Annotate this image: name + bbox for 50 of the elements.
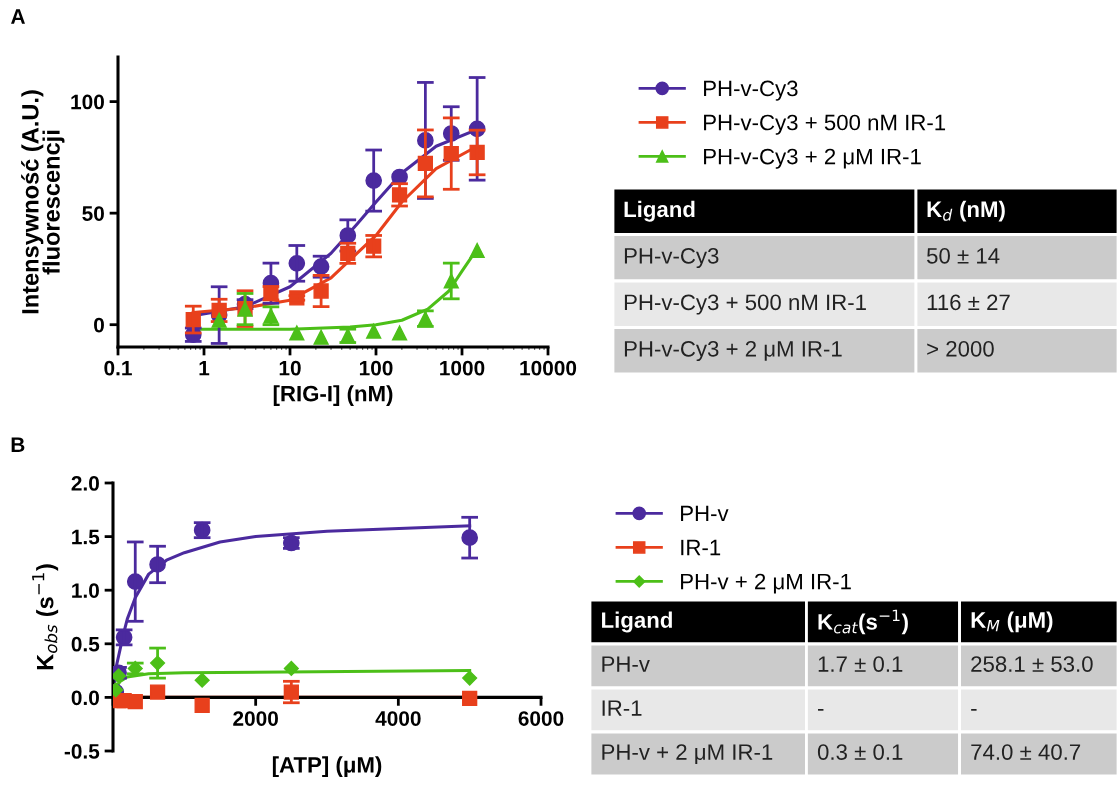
x-axis-title: [ATP] (μM) [272,756,382,778]
text: PH-v-Cy3 [624,247,719,269]
x-tick-label: 100 [359,360,393,376]
text: 1.7 ± 0.1 [818,656,903,672]
x-tick-label: 10 [279,360,301,376]
y-tick-label: 100 [71,94,104,110]
text: PH-v-Cy3 + 2 μM IR-1 [624,340,842,362]
text: PH-v + 2 μM IR-1 [602,744,773,765]
legend-label: IR-1 [681,539,721,556]
category-label: K$_{cat}$(s$^{−1}$) [818,609,908,635]
x-axis-title: [RIG-I] (nM) [273,385,393,406]
y-axis-title: K$_{obs}$ (s$^{−1}$) [32,564,59,670]
x-tick-label: 2000 [233,711,278,726]
category-label: K$_{d}$ (nM) [927,200,1005,222]
y-tick-label: -0.5 [64,744,100,759]
legend-label: PH-v-Cy3 + 2 μM IR-1 [704,148,921,169]
y-tick-label: 1.0 [72,583,99,598]
legend-label: PH-v-Cy3 + 500 nM IR-1 [704,114,946,135]
legend-label: PH-v [681,505,729,522]
category-label: Ligand [624,200,695,222]
category-label: K$_{M}$ (μM) [971,611,1053,633]
chart-title: A [11,9,25,24]
text: IR-1 [602,700,642,716]
text: - [971,708,977,711]
x-tick-label: 1 [199,360,210,376]
x-tick-label: 0.1 [104,360,132,376]
x-tick-label: 6000 [518,711,564,726]
text: 258.1 ± 53.0 [971,656,1093,672]
legend-label: PH-v-Cy3 [704,80,798,101]
text: 116 ± 27 [927,294,1010,311]
text: PH-v [602,656,650,672]
text: > 2000 [927,340,994,357]
x-tick-label: 1000 [440,360,485,376]
text: 74.0 ± 40.7 [971,744,1081,760]
legend-label: PH-v + 2 μM IR-1 [681,573,851,594]
y-tick-label: 0 [94,317,104,333]
y-tick-label: 50 [82,206,104,221]
x-tick-label: 4000 [375,711,421,726]
y-axis-title: Intensywność (A.U.) fluorescencji [21,90,65,314]
x-tick-label: 10000 [520,360,577,376]
text: 50 ± 14 [926,247,1000,264]
category-label: Ligand [602,611,672,633]
text: 0.3 ± 0.1 [817,744,903,760]
y-tick-label: 0.5 [71,636,100,652]
chart-title: B [11,437,25,452]
text: - [818,708,824,711]
y-tick-label: 2.0 [71,476,99,491]
y-tick-label: 1.5 [72,529,100,545]
text: PH-v-Cy3 + 500 nM IR-1 [624,294,866,315]
y-tick-label: 0.0 [71,690,99,706]
